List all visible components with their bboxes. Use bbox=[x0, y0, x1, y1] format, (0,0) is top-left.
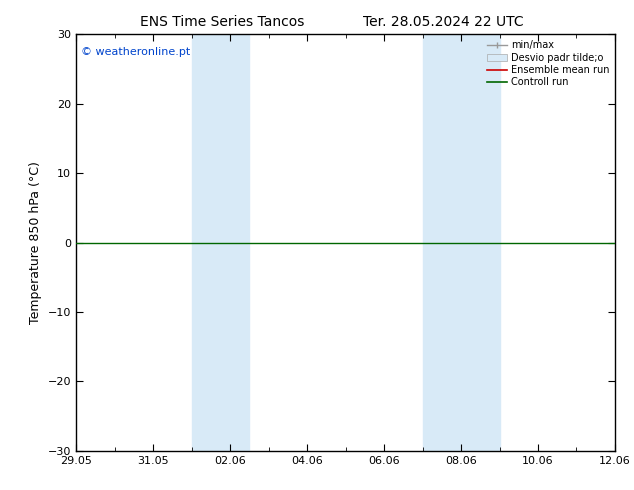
Bar bbox=[422, 34, 500, 451]
Text: Ter. 28.05.2024 22 UTC: Ter. 28.05.2024 22 UTC bbox=[363, 15, 524, 29]
Y-axis label: Temperature 850 hPa (°C): Temperature 850 hPa (°C) bbox=[29, 161, 42, 324]
Bar bbox=[191, 34, 249, 451]
Text: © weatheronline.pt: © weatheronline.pt bbox=[81, 47, 191, 57]
Legend: min/max, Desvio padr tilde;o, Ensemble mean run, Controll run: min/max, Desvio padr tilde;o, Ensemble m… bbox=[483, 36, 613, 91]
Text: ENS Time Series Tancos: ENS Time Series Tancos bbox=[139, 15, 304, 29]
